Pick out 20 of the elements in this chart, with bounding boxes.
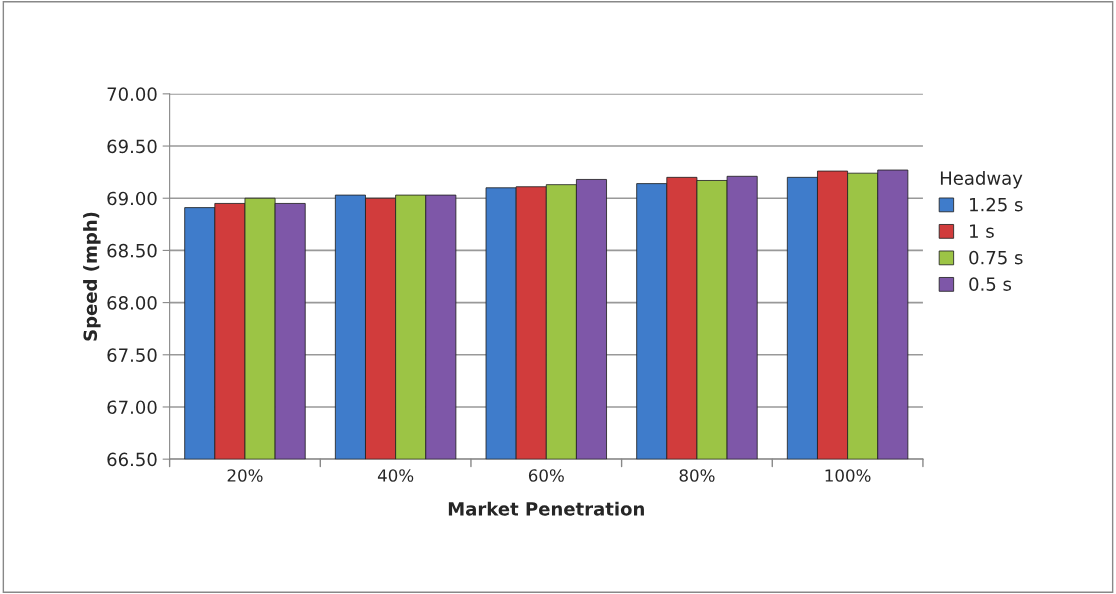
y-tick-label: 67.50 [107,348,157,362]
y-tick-label: 69.00 [107,191,157,206]
y-tick-label: 66.50 [107,452,157,467]
y-tick-label: 69.50 [107,139,157,154]
legend-label: 0.75 s [969,250,1023,265]
legend-label: 1.25 s [970,197,1023,212]
y-tick-label: 70.00 [107,87,157,101]
legend-label: 0.5 s [969,277,1012,291]
x-tick-label: 100% [825,469,871,482]
legend-label: 1 s [970,224,994,238]
x-tick-label: 80% [679,469,715,482]
x-tick-label: 60% [528,469,564,482]
x-tick-label: 40% [377,469,414,482]
x-tick-label: 20% [227,469,263,482]
y-tick-label: 68.00 [107,296,157,310]
x-axis-title: Market Penetration [448,501,644,516]
y-tick-label: 68.50 [107,243,157,258]
y-tick-label: 67.00 [107,400,157,415]
y-axis-title: Speed (mph) [83,212,101,341]
legend-title: Headway [940,170,1023,189]
